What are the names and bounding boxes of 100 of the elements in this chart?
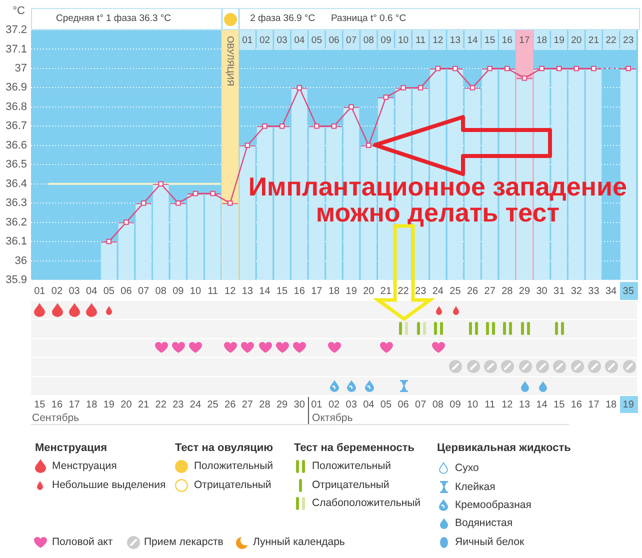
x2-tick-label: 23 <box>623 35 634 46</box>
text: 11 <box>484 399 496 410</box>
y-tick-label: 36.7 <box>6 120 27 132</box>
text: Менструация <box>52 459 117 473</box>
x2-tick-label: 06 <box>328 35 340 46</box>
text: 13 <box>518 399 530 410</box>
x-tick-label: 21 <box>380 286 392 297</box>
point <box>591 66 596 72</box>
text: 16 <box>51 399 63 410</box>
point <box>418 85 424 90</box>
text: 19 <box>103 399 115 410</box>
x-tick-label: 09 <box>172 286 184 297</box>
x-tick-label: 08 <box>155 286 167 297</box>
text: Яичный белок <box>455 535 524 549</box>
point <box>176 200 181 206</box>
text: 19 <box>622 399 634 410</box>
x-tick-label: 20 <box>363 286 375 297</box>
x2-tick-label: 13 <box>450 35 460 46</box>
text: 17 <box>588 399 600 410</box>
x2-tick-label: 22 <box>606 35 616 46</box>
point <box>504 66 510 72</box>
y-tick-label: 36.5 <box>6 158 27 171</box>
x-tick-label: 17 <box>311 286 323 297</box>
x-tick-label: 33 <box>588 286 600 297</box>
point <box>470 85 476 90</box>
point <box>210 190 216 196</box>
point <box>244 142 250 148</box>
annotation: ОВУЛЯЦИЯ <box>226 36 236 86</box>
x-tick-label: 07 <box>138 286 150 297</box>
text: Положительный <box>194 459 274 473</box>
point <box>314 124 320 129</box>
x-tick-label: 19 <box>346 286 358 297</box>
text: Отрицательный <box>312 478 390 492</box>
point <box>435 66 441 72</box>
x-tick-label: 13 <box>242 286 254 297</box>
text: Водянистая <box>455 516 513 530</box>
text: 15 <box>554 399 566 410</box>
x2-tick-label: 19 <box>554 35 564 46</box>
x-tick-label: 23 <box>415 286 427 297</box>
text: Сухо <box>455 461 479 475</box>
point <box>331 124 337 129</box>
text: 29 <box>276 399 288 410</box>
x-tick-label: 35 <box>622 286 634 297</box>
x2-tick-label: 17 <box>519 35 530 46</box>
x2-tick-label: 01 <box>242 35 253 46</box>
text: 03 <box>346 399 358 410</box>
text: 07 <box>415 399 427 410</box>
text: 14 <box>536 399 548 410</box>
x-tick-label: 14 <box>259 286 271 297</box>
y-tick-label: 36.1 <box>6 236 27 248</box>
point <box>227 200 233 206</box>
x2-tick-label: 03 <box>276 35 288 46</box>
text: Лунный календарь <box>253 535 345 549</box>
x-tick-label: 18 <box>328 286 340 297</box>
point <box>487 66 492 72</box>
point <box>452 66 458 72</box>
x-tick-label: 25 <box>450 286 462 297</box>
point <box>192 190 198 196</box>
point <box>158 181 164 186</box>
x-tick-label: 28 <box>502 286 514 297</box>
text: 18 <box>86 399 98 410</box>
x2-tick-label: 07 <box>346 35 357 46</box>
text: Цервикальная жидкость <box>437 441 571 455</box>
x-tick-label: 30 <box>536 286 548 297</box>
text: Сентябрь <box>32 412 80 424</box>
text: 25 <box>207 399 219 410</box>
text: 04 <box>363 399 375 410</box>
x-tick-label: 01 <box>34 286 46 297</box>
text: Октябрь <box>312 412 354 424</box>
point <box>626 66 631 72</box>
x-tick-label: 04 <box>86 286 98 297</box>
x-tick-label: 12 <box>224 286 236 297</box>
y-tick-label: 37 <box>14 62 27 74</box>
text: 20 <box>120 399 132 410</box>
text: 18 <box>605 399 618 410</box>
text: Разница t° 0.6 °C <box>331 12 406 26</box>
text: 10 <box>466 399 479 410</box>
text: Половой акт <box>52 535 113 549</box>
annotation: Имплантационное западение можно делать тест <box>248 171 627 228</box>
x2-tick-label: 12 <box>432 35 444 46</box>
y-tick-label: 36.6 <box>6 139 27 152</box>
text: Средняя t° 1 фаза 36.3 °C <box>56 12 171 26</box>
x-tick-label: 31 <box>554 286 566 297</box>
x2-tick-label: 08 <box>363 35 374 46</box>
point <box>556 66 562 72</box>
text: 2 фаза 36.9 °C <box>250 12 316 26</box>
y-tick-label: 36.9 <box>6 82 27 94</box>
text: 21 <box>138 399 150 410</box>
x2-tick-label: 20 <box>571 35 582 46</box>
text: 01 <box>311 399 323 410</box>
text: 02 <box>328 399 340 410</box>
point <box>366 142 372 148</box>
text: Кремообразная <box>455 498 532 512</box>
y-tick-label: 36.8 <box>6 100 27 113</box>
text: 09 <box>450 399 462 410</box>
text: Слабоположительный <box>312 496 421 510</box>
x2-tick-label: 14 <box>467 35 478 46</box>
x-tick-label: 03 <box>68 286 80 297</box>
y-axis-title: °C <box>12 5 26 18</box>
x-tick-label: 27 <box>484 286 496 297</box>
